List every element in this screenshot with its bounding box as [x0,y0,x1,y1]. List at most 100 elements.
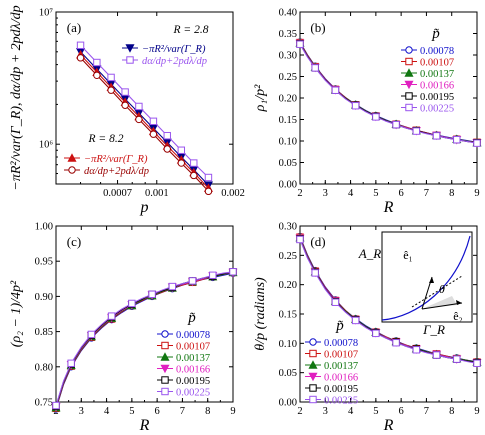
x-tick-label: 4 [348,188,354,199]
legend-entry: 0.00166 [176,365,210,376]
legend-entry: 0.00078 [324,338,358,349]
data-point [107,312,116,320]
legend-title: p̃ [335,318,344,334]
series-line [80,54,209,189]
data-point [296,235,304,244]
data-point [453,136,461,144]
y-tick-label: 0.00 [279,398,297,409]
panel-1: 0.0007 0.001 0.002 10⁶ 10⁷ p −πR²/var(Γ_R), dα… [9,5,245,216]
series-line [299,239,478,364]
y-tick-label: 0.15 [279,115,297,126]
data-point [177,159,186,167]
data-point [135,115,143,124]
x-tick-label: 2 [297,406,302,417]
y-tick-label: 0.90 [35,292,53,303]
y-tick-label: 10⁷ [39,8,54,19]
x-tick-label: 4 [348,406,354,417]
legend-marker [309,338,317,346]
series-line [80,57,209,192]
legend-marker [68,166,76,174]
plot-frame [55,11,234,185]
data-point [412,127,421,135]
data-point [372,329,380,338]
data-point [331,86,340,94]
legend-entry: 0.00137 [324,361,358,372]
data-point [148,290,156,298]
data-point [473,359,481,367]
legend-entry: 0.00107 [176,342,210,353]
x-tick-label: 8 [449,406,454,417]
panel-label: (c) [67,234,81,249]
data-point [372,113,380,121]
legend-marker [160,364,170,374]
data-point [392,120,400,129]
legend-marker [309,349,317,358]
y-tick-label: 0.30 [279,51,297,62]
data-point [190,171,198,180]
y-tick-label: 0.20 [279,94,297,105]
legend-entry: 0.00225 [420,104,454,115]
data-point [135,102,143,111]
data-point [311,269,319,277]
y-tick-label: 0.20 [279,280,297,291]
legend-entry: 0.00195 [324,384,358,395]
inset-e2-arrow [421,302,463,310]
legend-marker [405,46,413,54]
legend-entry: 0.00137 [420,69,454,80]
annotation-r-value: R = 2.8 [173,24,209,36]
y-tick-label: 0.10 [279,137,297,148]
series-line [80,44,209,178]
inset-angle-wedge [422,296,457,309]
data-point [163,145,171,153]
legend-marker [309,395,317,404]
data-point [311,64,319,72]
x-tick-label: 9 [474,406,479,417]
legend-entry: 0.00195 [176,376,210,387]
data-point [190,159,198,167]
legend-entry: 0.00166 [324,373,358,384]
data-point [93,58,101,67]
data-point [121,88,129,96]
y-axis-label: (ρ₂ − 1)/4p² [9,280,24,347]
data-point [87,330,96,339]
x-tick-label: 3 [79,406,84,417]
panel-2: 2 3 4 5 6 7 8 9 0.00 0.05 0.10 0.15 0.20 0.25 0.30 0.35… [253,8,482,216]
legend-marker [161,341,169,350]
series-line [299,44,478,144]
data-point [204,187,213,196]
legend-marker [161,387,169,396]
data-point [432,132,441,140]
x-tick-label: 9 [230,406,235,417]
x-axis-label: R [383,199,394,216]
data-point [121,101,129,109]
panel-label: (d) [310,234,325,249]
x-tick-label: 5 [373,188,378,199]
x-axis-label: R [383,417,394,434]
legend-entry: 0.00078 [176,330,210,341]
x-tick-label: 4 [104,406,110,417]
data-point [76,41,85,49]
legend-title: p̃ [187,310,196,326]
series-line [55,271,234,406]
data-point [76,54,85,62]
y-tick-label: 0.25 [279,72,297,83]
legend-entry: 0.00078 [420,46,454,57]
data-point [149,130,158,138]
data-point [351,102,360,110]
data-point [351,316,360,325]
x-tick-label: 7 [180,406,185,417]
x-tick-label: 7 [424,188,429,199]
legend-entry: −πR²/var(Γ_R) [84,154,148,165]
y-tick-label: 0.35 [279,29,297,40]
x-tick-label: 7 [424,406,429,417]
legend-marker [405,57,413,66]
data-point [52,401,60,410]
legend-marker [405,92,413,100]
data-point [67,359,75,367]
x-tick-label: 6 [399,188,404,199]
y-tick-label: 0.80 [35,362,53,373]
legend-entry: dα/dp+2pdλ/dp [142,56,207,67]
data-point [331,298,340,306]
data-point [188,277,197,285]
